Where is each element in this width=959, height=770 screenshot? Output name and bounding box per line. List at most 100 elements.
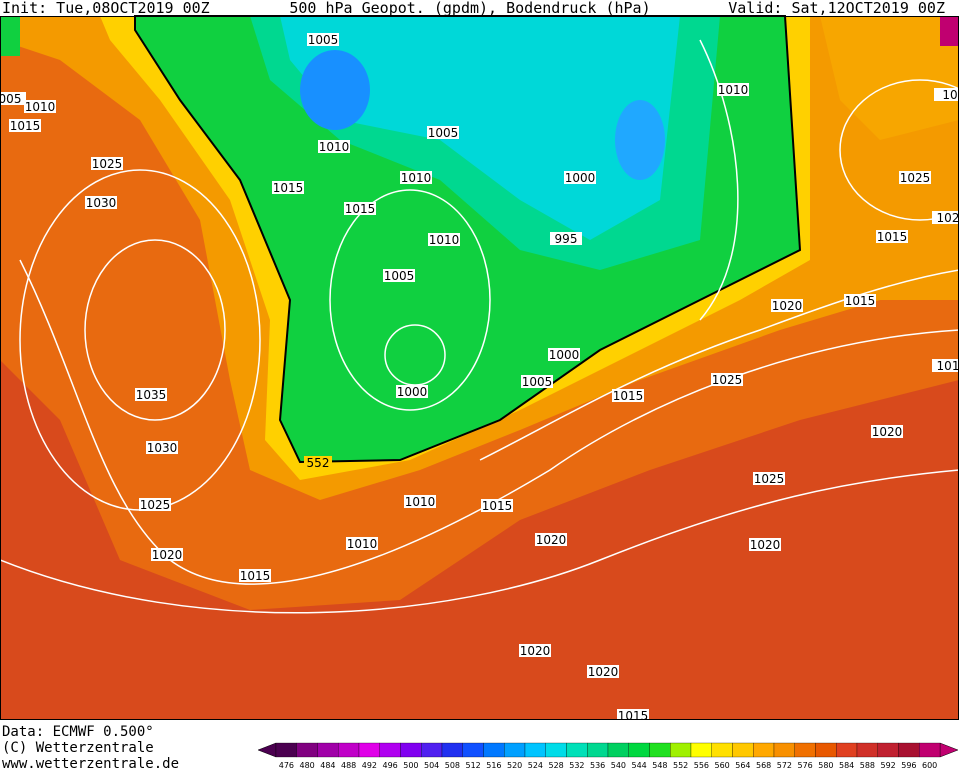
isobar-label: 1030: [86, 196, 117, 210]
scale-label: 576: [797, 761, 812, 770]
isobar-label: 1015: [482, 499, 513, 513]
isobar-label: 995: [555, 232, 578, 246]
scale-label: 476: [279, 761, 294, 770]
scale-label: 564: [735, 761, 750, 770]
isobar-label-bg: [428, 233, 460, 246]
isobar-label-bg: [899, 171, 931, 184]
isobar-label: 1010: [429, 233, 460, 247]
scale-box: [649, 742, 671, 758]
isobar-label-bg: [318, 140, 350, 153]
isobar-label-bg: [272, 181, 304, 194]
data-source: Data: ECMWF 0.500°: [2, 724, 154, 740]
isobar-label: 1020: [772, 299, 803, 313]
scale-label: 560: [714, 761, 729, 770]
isobar-label: 1020: [750, 538, 781, 552]
isobar-label: 1020: [152, 548, 183, 562]
scale-label: 588: [860, 761, 875, 770]
isobar-label-bg: [383, 269, 415, 282]
isobar-label-bg: [427, 126, 459, 139]
scale-label: 524: [528, 761, 543, 770]
isobar-label-bg: [135, 388, 167, 401]
isobar-label-bg: [749, 538, 781, 551]
isobar-label: 1015: [877, 230, 908, 244]
scale-box: [856, 742, 878, 758]
scale-box: [483, 742, 505, 758]
scale-box: [794, 742, 816, 758]
isobar-label-bg: [24, 100, 56, 113]
isobar-label-bg: [396, 385, 428, 398]
valid-time: Valid: Sat,12OCT2019 00Z: [728, 0, 945, 17]
scale-label: 552: [673, 761, 688, 770]
scale-label: 572: [777, 761, 792, 770]
isobar-label-bg: [932, 211, 959, 224]
scale-label: 556: [694, 761, 709, 770]
scale-box: [773, 742, 795, 758]
isobar-label-bg: [587, 665, 619, 678]
isobar-label: 1000: [397, 385, 428, 399]
isobar-label: 1030: [147, 441, 178, 455]
scale-label: 492: [362, 761, 377, 770]
isobar-label: 1025: [900, 171, 931, 185]
isobar-label-bg: [139, 498, 171, 511]
isobar-label-bg: [934, 88, 959, 101]
scale-box: [400, 742, 422, 758]
isobar-label: 1035: [136, 388, 167, 402]
scale-label: 544: [631, 761, 646, 770]
scale-label: 504: [424, 761, 439, 770]
scale-box: [898, 742, 920, 758]
isobar-label: 1015: [10, 119, 41, 133]
scale-box: [296, 742, 318, 758]
scale-box: [587, 742, 609, 758]
isobar-label-bg: [9, 119, 41, 132]
scale-label: 508: [445, 761, 460, 770]
isobar-label: 1005: [522, 375, 553, 389]
isobar-label: 1015: [613, 389, 644, 403]
scale-box: [338, 742, 360, 758]
isobar-label-bg: [932, 359, 959, 372]
scale-arrow-right: [939, 742, 959, 758]
isobar-label: 1020: [520, 644, 551, 658]
isobar-label: 1015: [273, 181, 304, 195]
isobar-label-bg: [564, 171, 596, 184]
copyright: (C) Wetterzentrale: [2, 740, 154, 756]
isobar-label: 1005: [308, 33, 339, 47]
isobar-label: 1015: [618, 709, 649, 723]
scale-label: 592: [880, 761, 895, 770]
scale-box: [836, 742, 858, 758]
isobar-label-bg: [871, 425, 903, 438]
scale-box: [815, 742, 837, 758]
scale-label: 548: [652, 761, 667, 770]
scale-label: 528: [548, 761, 563, 770]
footer: Data: ECMWF 0.500° (C) Wetterzentrale ww…: [2, 724, 179, 770]
scale-box: [711, 742, 733, 758]
scale-box: [504, 742, 526, 758]
isobar-label: 1010: [319, 140, 350, 154]
scale-box: [566, 742, 588, 758]
scale-label: 520: [507, 761, 522, 770]
scale-label: 540: [611, 761, 626, 770]
isobar-label: 1025: [754, 472, 785, 486]
scale-label: 600: [922, 761, 937, 770]
isobar-label: 1000: [565, 171, 596, 185]
scale-box: [670, 742, 692, 758]
contour-label: 552: [307, 456, 330, 470]
scale-label: 596: [901, 761, 916, 770]
map-background: [0, 15, 959, 720]
scale-arrow-left: [257, 742, 277, 758]
contour-label-bg: [304, 456, 332, 469]
scale-box: [441, 742, 463, 758]
scale-box: [628, 742, 650, 758]
scale-box: [317, 742, 339, 758]
isobar-label: 1000: [549, 348, 580, 362]
scale-label: 496: [382, 761, 397, 770]
scale-box: [753, 742, 775, 758]
isobar-label-bg: [85, 196, 117, 209]
scale-box: [690, 742, 712, 758]
scale-label: 500: [403, 761, 418, 770]
isobar-label-bg: [844, 294, 876, 307]
isobar-label-bg: [711, 373, 743, 386]
isobar-label: 1025: [712, 373, 743, 387]
scale-label: 568: [756, 761, 771, 770]
isobar-label-bg: [400, 171, 432, 184]
